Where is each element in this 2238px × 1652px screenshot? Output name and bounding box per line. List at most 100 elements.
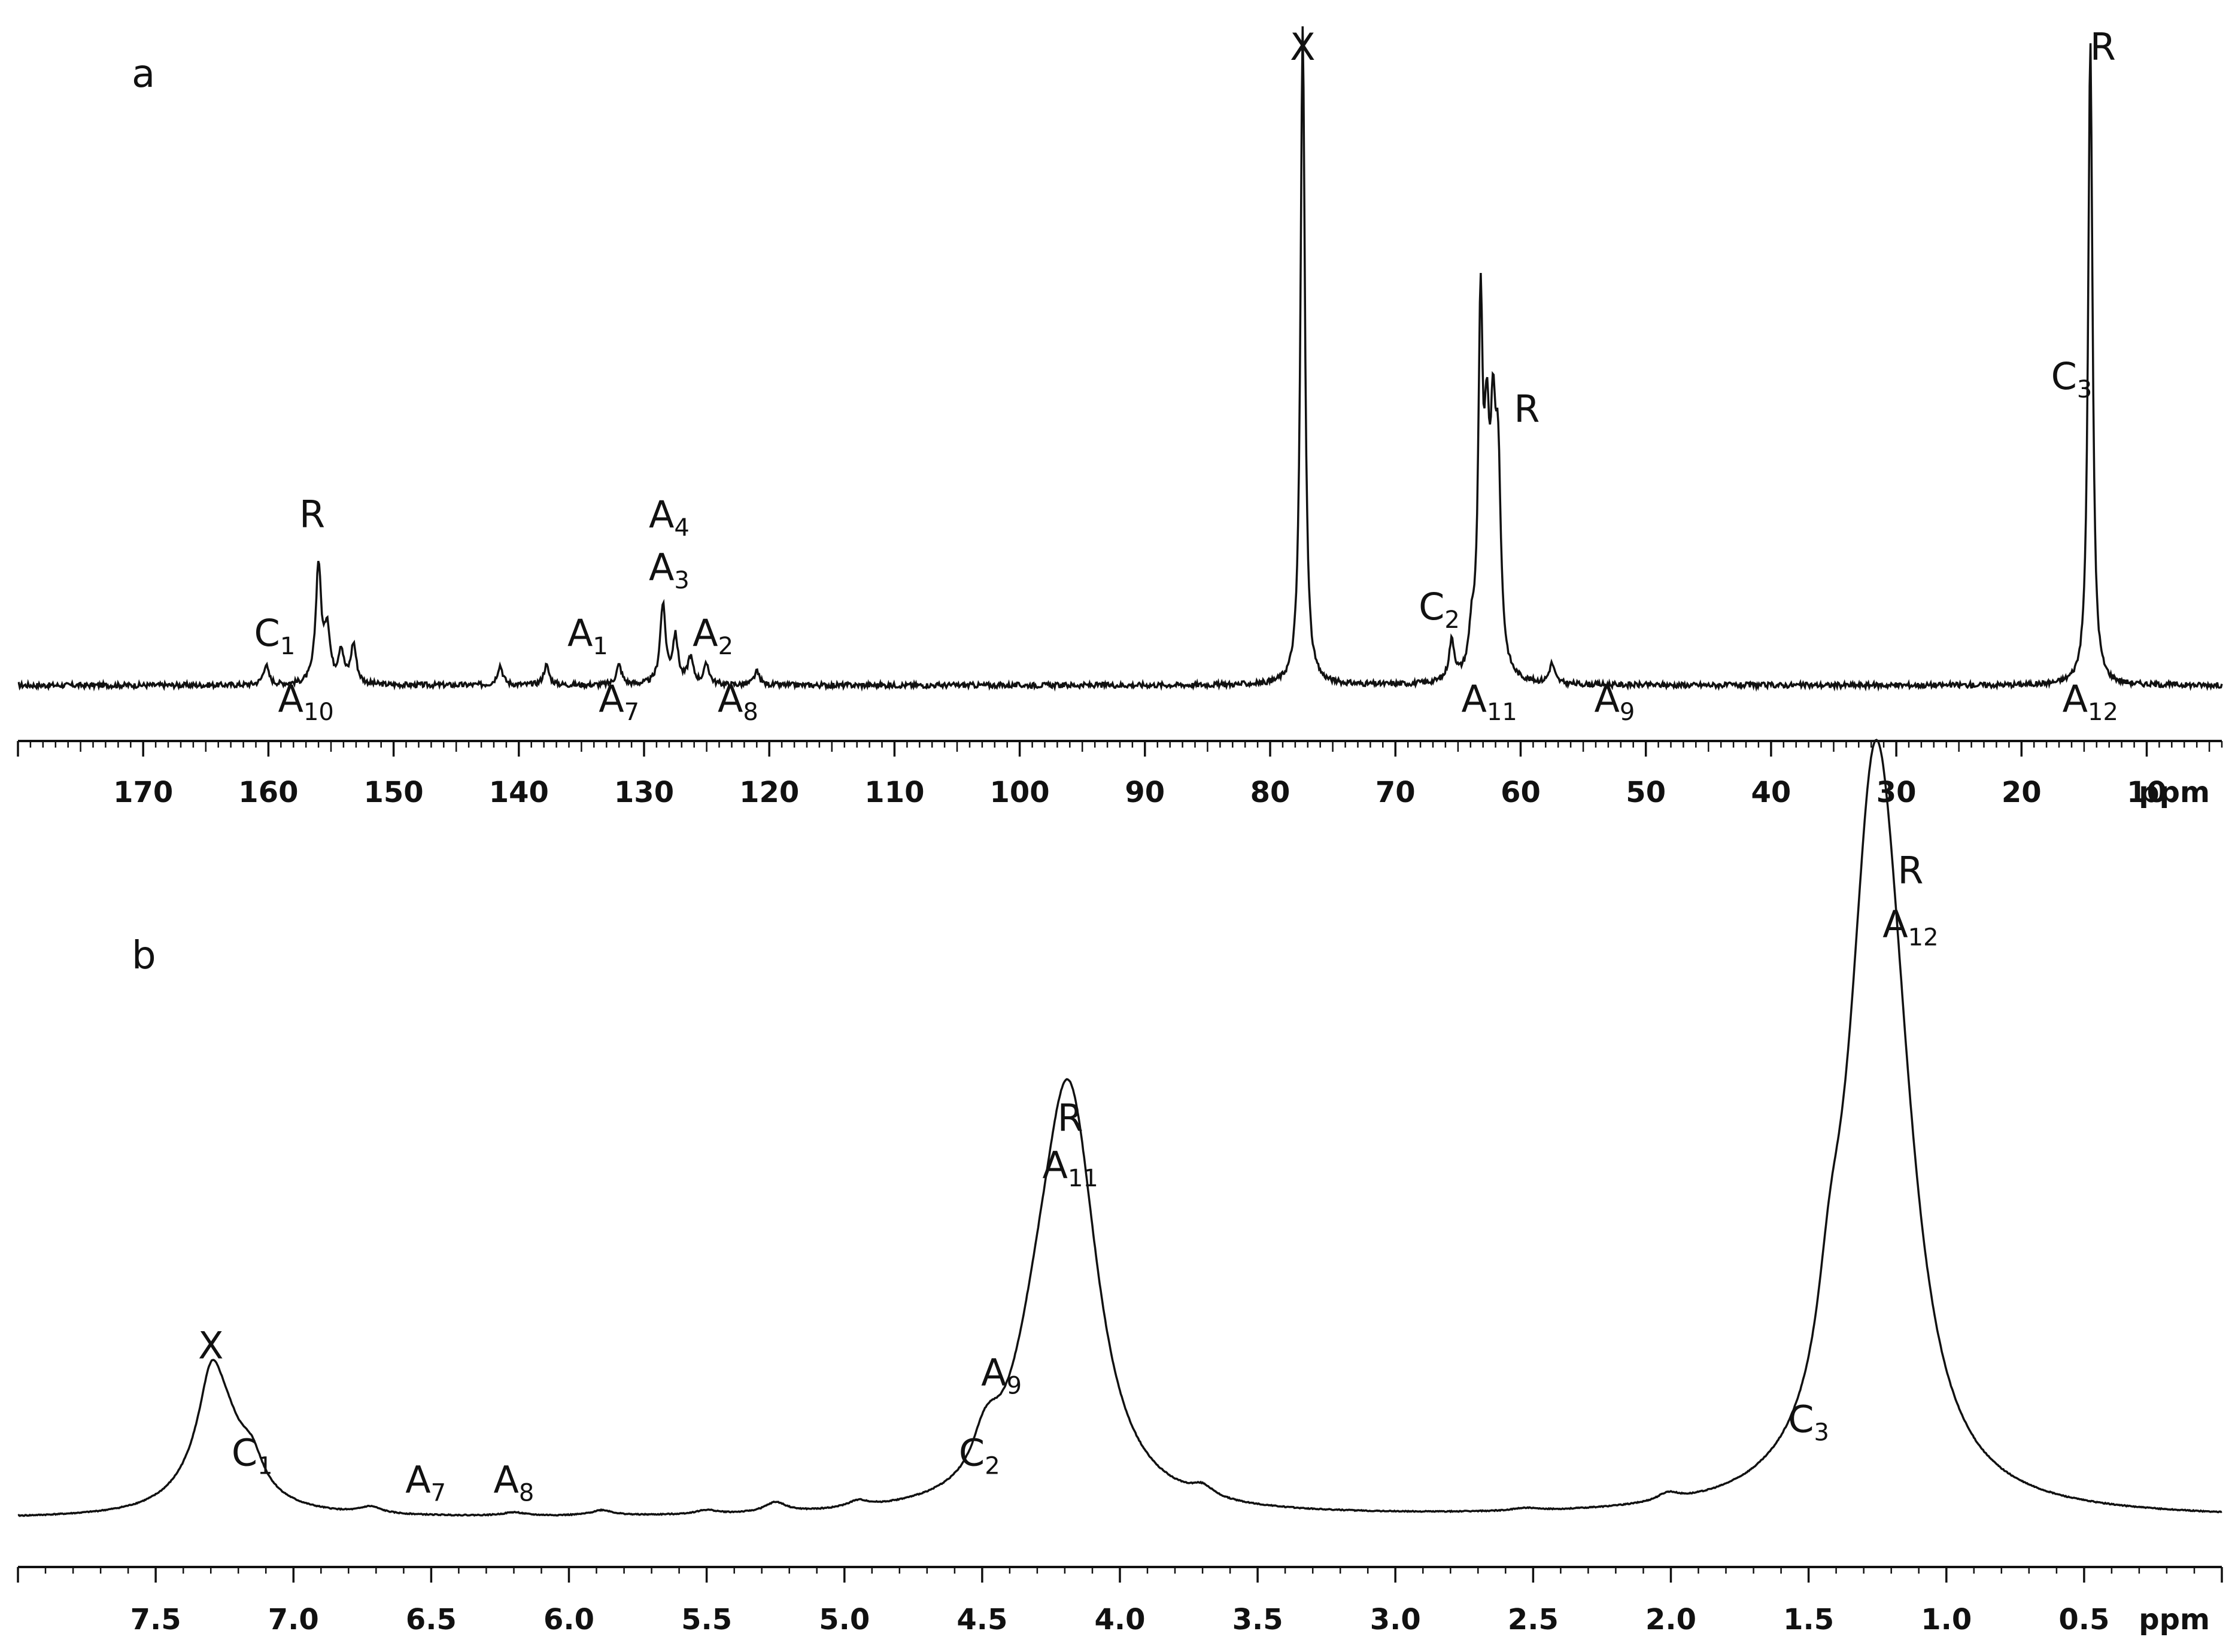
peak-annotation-a: R bbox=[2090, 25, 2116, 69]
panel-letter-b: b bbox=[132, 934, 156, 978]
peak-annotation-base: A bbox=[693, 611, 718, 655]
peak-annotation-sub: 7 bbox=[431, 1479, 446, 1507]
tick-label-a: 120 bbox=[739, 776, 799, 809]
peak-annotation-sub: 3 bbox=[674, 567, 689, 594]
peak-annotation-b: A11 bbox=[1043, 1143, 1098, 1192]
peak-annotation-sub: 7 bbox=[624, 699, 639, 726]
tick-label-a: 160 bbox=[238, 776, 298, 809]
peak-annotation-a: A1 bbox=[567, 611, 608, 660]
x-axis-unit-b: ppm bbox=[2139, 1603, 2210, 1636]
peak-annotation-sub: 8 bbox=[519, 1479, 534, 1507]
peak-annotation-base: A bbox=[981, 1350, 1006, 1394]
peak-annotation-b: C2 bbox=[959, 1431, 1000, 1480]
peak-annotation-sub: 8 bbox=[743, 699, 758, 726]
peak-annotation-base: A bbox=[1594, 677, 1619, 721]
spectrum-trace-a bbox=[17, 26, 2223, 692]
peak-annotation-b: R bbox=[1897, 849, 1923, 892]
tick-label-a: 100 bbox=[989, 776, 1049, 809]
peak-annotation-a: A11 bbox=[1462, 677, 1517, 726]
tick-label-a: 40 bbox=[1751, 776, 1791, 809]
tick-label-b: 2.0 bbox=[1645, 1603, 1696, 1636]
peak-annotation-sub: 11 bbox=[1068, 1165, 1098, 1192]
tick-label-b: 4.0 bbox=[1094, 1603, 1145, 1636]
peak-annotation-sub: 1 bbox=[593, 633, 608, 660]
peak-annotation-base: C bbox=[232, 1431, 257, 1475]
peak-annotation-base: X bbox=[198, 1324, 223, 1368]
peak-annotation-sub: 9 bbox=[1007, 1372, 1022, 1399]
peak-annotation-sub: 2 bbox=[985, 1453, 1000, 1480]
peak-annotation-sub: 1 bbox=[280, 633, 295, 660]
tick-label-b: 5.5 bbox=[681, 1603, 732, 1636]
tick-label-a: 170 bbox=[113, 776, 173, 809]
tick-label-b: 2.5 bbox=[1508, 1603, 1559, 1636]
peak-annotation-a: C2 bbox=[1419, 585, 1460, 634]
peak-annotation-base: A bbox=[2063, 677, 2088, 721]
tick-label-a: 80 bbox=[1250, 776, 1290, 809]
peak-annotation-base: A bbox=[278, 677, 303, 721]
spectrum-trace-b bbox=[17, 739, 2222, 1517]
tick-label-b: 3.0 bbox=[1370, 1603, 1421, 1636]
peak-annotation-base: A bbox=[567, 611, 593, 655]
tick-label-a: 20 bbox=[2002, 776, 2042, 809]
tick-label-b: 1.0 bbox=[1921, 1603, 1972, 1636]
peak-annotation-a: A4 bbox=[649, 493, 690, 542]
peak-annotation-a: A2 bbox=[693, 611, 733, 660]
peak-annotation-a: R bbox=[299, 493, 325, 536]
peak-annotation-b: R bbox=[1058, 1097, 1083, 1140]
peak-annotation-base: R bbox=[299, 493, 325, 536]
peak-annotation-base: R bbox=[1514, 387, 1539, 431]
peak-annotation-base: C bbox=[254, 611, 280, 655]
peak-annotation-sub: 10 bbox=[303, 699, 334, 726]
peak-annotation-b: X bbox=[198, 1324, 223, 1368]
peak-annotation-base: A bbox=[1043, 1143, 1068, 1187]
peak-annotation-base: A bbox=[649, 493, 674, 536]
peak-annotation-base: A bbox=[405, 1457, 430, 1501]
peak-annotation-base: X bbox=[1290, 25, 1315, 69]
tick-label-a: 150 bbox=[363, 776, 423, 809]
tick-label-b: 6.5 bbox=[406, 1603, 457, 1636]
tick-label-a: 130 bbox=[614, 776, 674, 809]
panel-letter-a: a bbox=[132, 52, 155, 96]
peak-annotation-base: R bbox=[1058, 1097, 1083, 1140]
peak-annotation-b: A9 bbox=[981, 1350, 1022, 1399]
peak-annotation-b: A12 bbox=[1882, 902, 1938, 951]
tick-label-b: 4.5 bbox=[956, 1603, 1007, 1636]
peak-annotation-a: A12 bbox=[2063, 677, 2118, 726]
peak-annotation-sub: 9 bbox=[1620, 699, 1635, 726]
tick-label-b: 6.0 bbox=[543, 1603, 594, 1636]
tick-label-a: 70 bbox=[1375, 776, 1416, 809]
peak-annotation-base: A bbox=[1882, 902, 1908, 946]
panel-b-proton-spectrum: b 7.5 7.0 6.5 6.0 5.5 5.0 4.5 4.0 3.5 3.0 2.5 2.0 1.5… bbox=[17, 739, 2223, 1636]
tick-label-a: 90 bbox=[1125, 776, 1165, 809]
peak-annotation-b: A8 bbox=[493, 1457, 534, 1507]
peak-annotation-sub: 11 bbox=[1487, 699, 1517, 726]
tick-label-b: 7.5 bbox=[130, 1603, 181, 1636]
peak-annotation-a: C3 bbox=[2051, 354, 2093, 403]
tick-label-a: 60 bbox=[1501, 776, 1541, 809]
peak-annotation-base: A bbox=[493, 1457, 518, 1501]
peak-annotation-a: A9 bbox=[1594, 677, 1635, 726]
tick-label-b: 7.0 bbox=[268, 1603, 319, 1636]
peak-annotation-sub: 12 bbox=[2088, 699, 2118, 726]
peak-annotation-a: A3 bbox=[649, 545, 690, 594]
peak-annotation-a: R bbox=[1514, 387, 1539, 431]
peak-annotation-base: R bbox=[2090, 25, 2116, 69]
peak-annotation-base: C bbox=[2051, 354, 2077, 398]
peak-annotation-sub: 4 bbox=[674, 514, 689, 542]
peak-annotation-sub: 3 bbox=[2077, 376, 2092, 403]
peak-annotation-base: A bbox=[649, 545, 674, 589]
tick-label-a: 30 bbox=[1876, 776, 1917, 809]
tick-label-a: 110 bbox=[864, 776, 924, 809]
peak-annotation-sub: 3 bbox=[1814, 1419, 1829, 1447]
peak-annotation-b: C1 bbox=[232, 1431, 273, 1480]
tick-label-a: 50 bbox=[1626, 776, 1666, 809]
peak-annotation-base: A bbox=[1462, 677, 1487, 721]
peak-annotation-a: X bbox=[1290, 25, 1315, 69]
peak-annotation-base: A bbox=[718, 677, 743, 721]
peak-annotation-sub: 2 bbox=[718, 633, 733, 660]
peak-annotation-b: A7 bbox=[405, 1457, 446, 1507]
peak-annotation-a: A8 bbox=[718, 677, 758, 726]
x-axis-unit-a: ppm bbox=[2139, 776, 2210, 809]
tick-label-a: 140 bbox=[489, 776, 549, 809]
